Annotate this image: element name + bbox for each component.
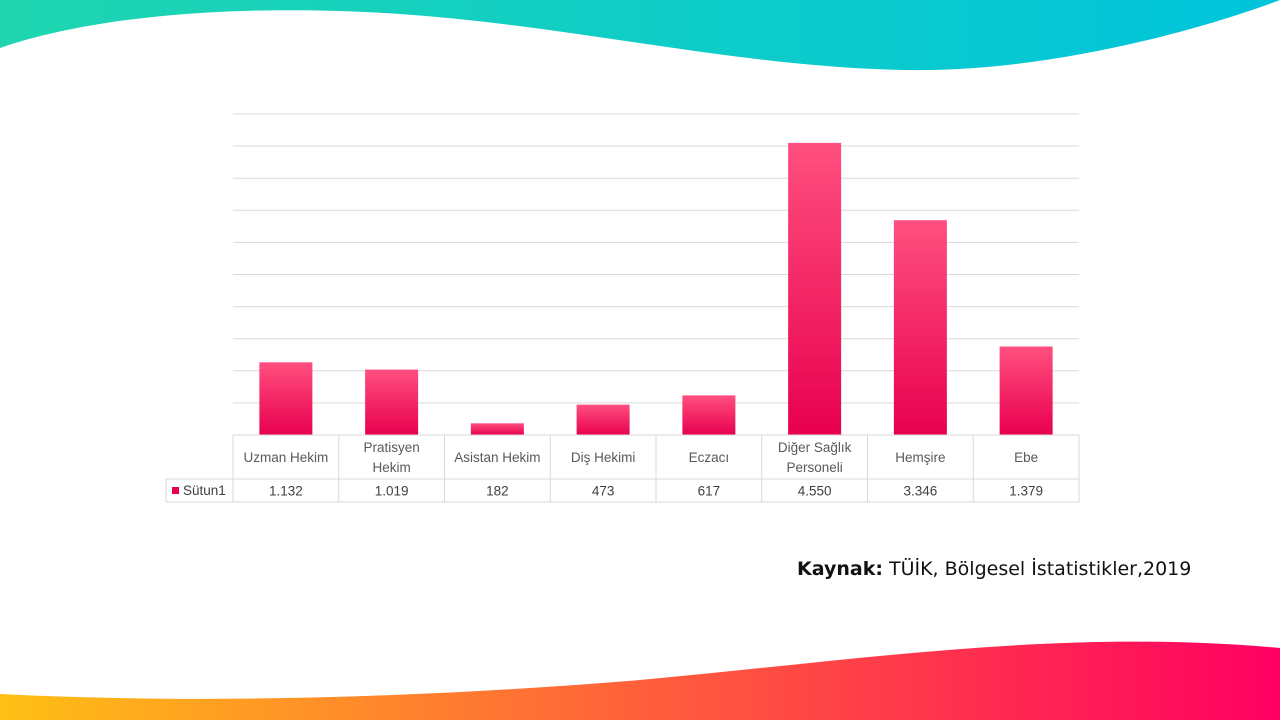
source-note: Kaynak: TÜİK, Bölgesel İstatistikler,201…: [797, 558, 1191, 580]
category-label: Hemşire: [895, 450, 945, 465]
value-label: 1.019: [375, 484, 409, 499]
bar: [470, 423, 524, 435]
bottom-decorative-wave: [0, 641, 1280, 720]
value-label: 182: [486, 484, 509, 499]
value-label: 617: [698, 484, 721, 499]
bars: [259, 142, 1053, 435]
category-label: Diş Hekimi: [571, 450, 636, 465]
category-label: Ebe: [1014, 450, 1038, 465]
bar: [259, 362, 313, 435]
bar: [893, 220, 947, 435]
value-label: 1.379: [1009, 484, 1043, 499]
value-label: 3.346: [903, 484, 937, 499]
category-label: Asistan Hekim: [454, 450, 540, 465]
value-label: 473: [592, 484, 615, 499]
legend-label: Sütun1: [183, 483, 226, 498]
legend-swatch: [172, 487, 179, 494]
top-decorative-wave: [0, 0, 1280, 71]
value-label: 4.550: [798, 484, 832, 499]
category-label: Eczacı: [689, 450, 730, 465]
source-label: Kaynak:: [797, 558, 883, 580]
data-table: Uzman Hekim Pratisyen Hekim Asistan Hekim Di…: [165, 434, 1080, 503]
category-label: Diğer Sağlık Personeli: [778, 440, 852, 475]
bar: [999, 346, 1053, 435]
bar: [365, 369, 419, 435]
gridlines: [233, 113, 1079, 404]
source-text: TÜİK, Bölgesel İstatistikler,2019: [888, 558, 1192, 580]
bar: [682, 395, 736, 435]
category-label: Uzman Hekim: [243, 450, 328, 465]
bar: [788, 142, 842, 435]
category-label: Pratisyen Hekim: [363, 440, 419, 475]
value-label: 1.132: [269, 484, 303, 499]
bar: [576, 404, 630, 435]
